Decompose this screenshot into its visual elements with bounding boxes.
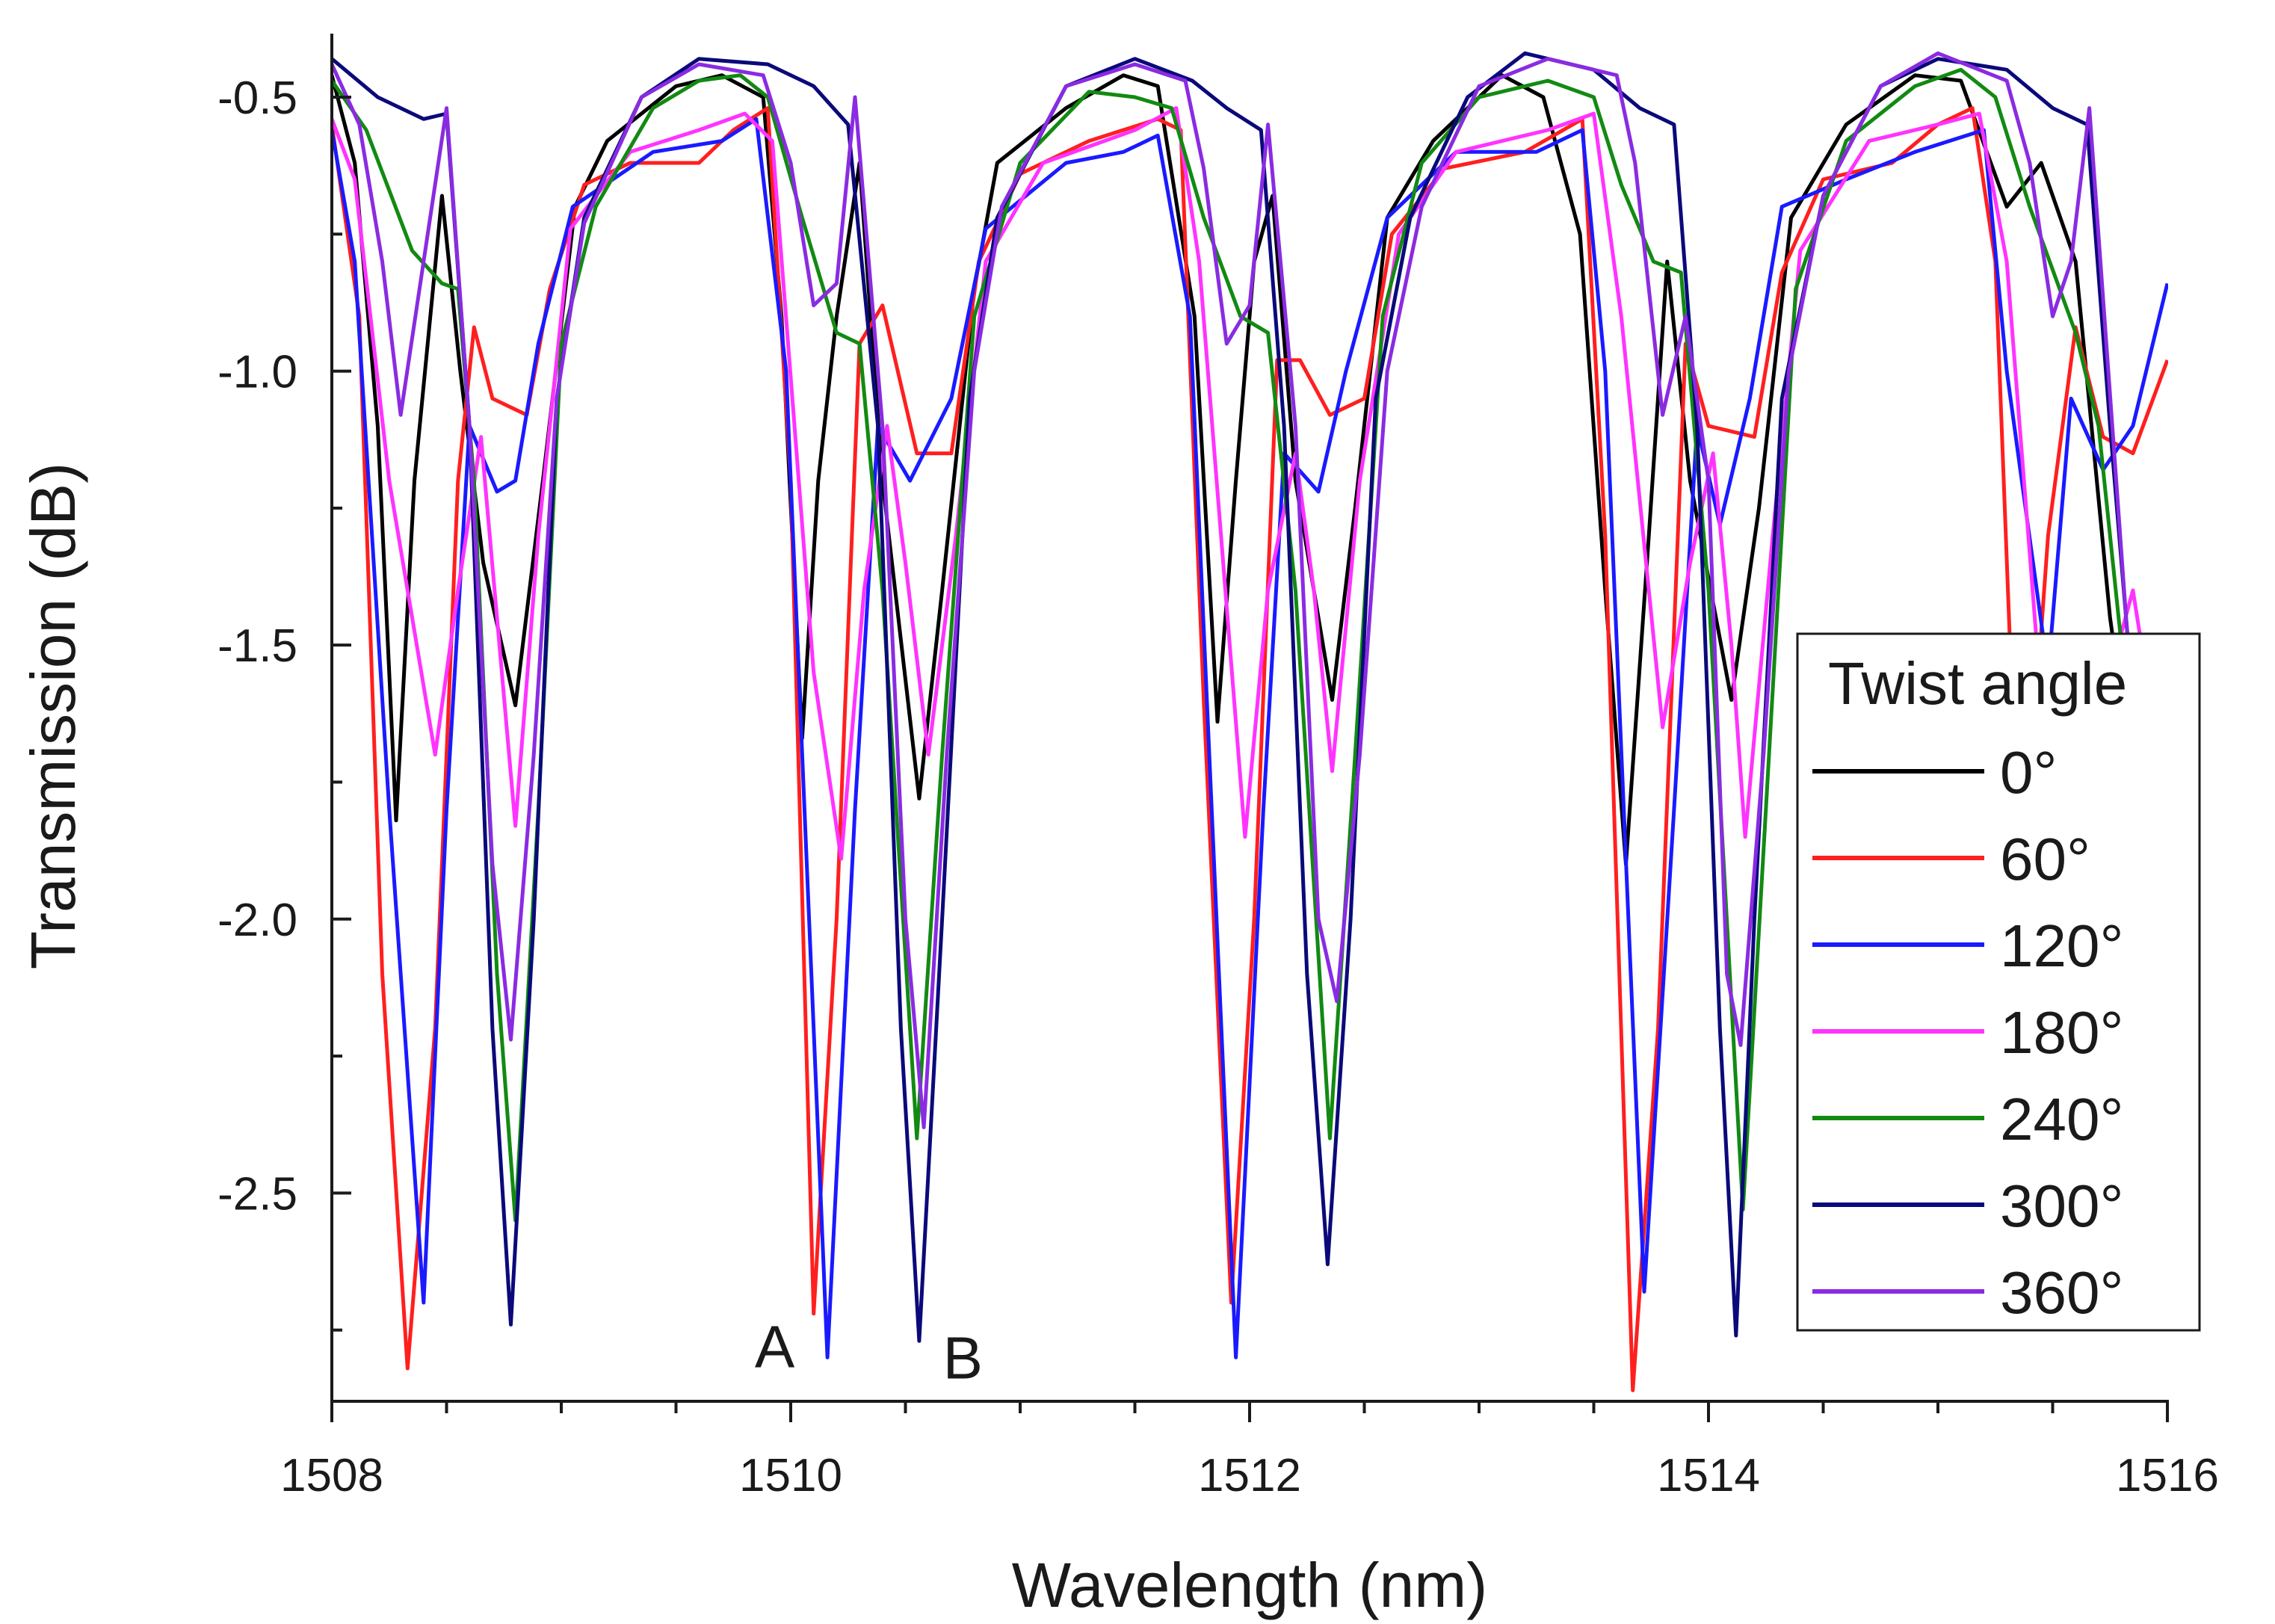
legend-items: 0° 60° 120° 180° 240° 300° 360° [1812,739,2123,1326]
y-tick-label: -2.5 [217,1168,297,1220]
annotation-a: A [755,1314,795,1380]
x-tick-label: 1512 [1198,1450,1301,1501]
x-tick-label: 1508 [280,1450,383,1501]
legend-label-2: 120° [2000,913,2123,979]
series-line-2 [331,117,2168,1359]
x-tick-label: 1514 [1657,1450,1760,1501]
y-axis-label: Transmission (dB) [18,463,88,969]
x-tick-label: 1510 [739,1450,842,1501]
x-axis-label: Wavelength (nm) [1012,1550,1487,1620]
legend-label-0: 0° [2000,739,2057,806]
legend-label-3: 180° [2000,999,2123,1066]
legend-box [1796,632,2201,1332]
y-tick-label: -1.5 [217,620,297,672]
legend-label-5: 300° [2000,1173,2123,1239]
legend-label-4: 240° [2000,1086,2123,1152]
legend-title: Twist angle [1828,650,2127,717]
annotation-b: B [943,1324,983,1391]
series-line-6 [331,51,2168,1129]
x-axis-ticks: 1508 1510 1512 1514 1516 [280,1401,2219,1501]
x-tick-label: 1516 [2116,1450,2219,1501]
legend-label-6: 360° [2000,1259,2123,1326]
series-lines [331,51,2168,1392]
plot-frame-left [330,34,333,1403]
y-tick-label: -2.0 [217,895,297,946]
y-axis-ticks: -0.5 -1.0 -1.5 -2.0 -2.5 [217,72,351,1332]
legend: Twist angle 0° 60° 120° 180° 240° 300° 360° [1796,632,2201,1332]
legend-label-1: 60° [2000,826,2090,892]
y-tick-label: -0.5 [217,72,297,124]
y-tick-label: -1.0 [217,347,297,398]
